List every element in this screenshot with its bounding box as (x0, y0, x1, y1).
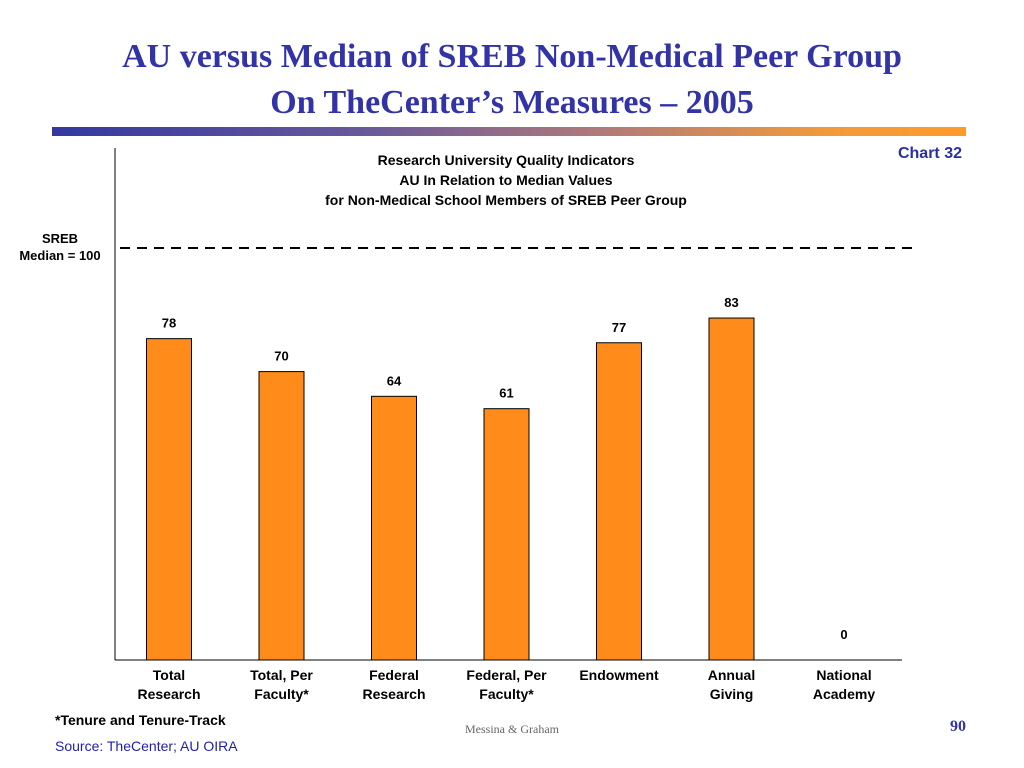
category-label: Total, Per (250, 667, 313, 683)
category-label: Endowment (579, 667, 659, 683)
category-label: Annual (708, 667, 755, 683)
bar-value-label: 83 (724, 295, 738, 310)
slide-title-line-2: On TheCenter’s Measures – 2005 (270, 84, 754, 121)
source-note: Source: TheCenter; AU OIRA (55, 738, 238, 754)
slide-title: AU versus Median of SREB Non-Medical Pee… (0, 34, 1024, 126)
page-number: 90 (950, 718, 966, 735)
category-label: Academy (813, 686, 875, 702)
footer-author: Messina & Graham (465, 722, 559, 736)
bar-value-label: 64 (387, 373, 402, 388)
category-label: National (816, 667, 871, 683)
median-reference-label: SREB (42, 231, 78, 246)
bar (596, 342, 642, 661)
bar-value-label: 0 (840, 627, 847, 642)
category-label: Giving (710, 686, 754, 702)
bar-value-label: 70 (274, 349, 288, 364)
category-label: Research (362, 686, 425, 702)
bar-value-label: 61 (499, 386, 513, 401)
chart-title-line: AU In Relation to Median Values (399, 172, 612, 188)
slide-title-line-1: AU versus Median of SREB Non-Medical Pee… (122, 38, 902, 75)
bar (708, 317, 755, 661)
chart-title-line: for Non-Medical School Members of SREB P… (325, 192, 687, 208)
category-label: Faculty* (479, 686, 534, 702)
bar (371, 395, 417, 661)
median-reference-label: Median = 100 (19, 248, 100, 263)
category-label: Faculty* (254, 686, 309, 702)
chart-title-line: Research University Quality Indicators (378, 152, 635, 168)
bar (483, 408, 530, 661)
bar-value-label: 77 (612, 320, 626, 335)
title-divider (52, 127, 966, 136)
bar (146, 338, 192, 661)
footnote: *Tenure and Tenure-Track (55, 712, 226, 728)
category-label: Federal (369, 667, 419, 683)
bar (258, 371, 305, 661)
chart-number: Chart 32 (897, 145, 962, 162)
category-label: Total (153, 667, 185, 683)
bar-value-label: 78 (162, 316, 176, 331)
category-label: Research (137, 686, 200, 702)
category-label: Federal, Per (466, 667, 547, 683)
